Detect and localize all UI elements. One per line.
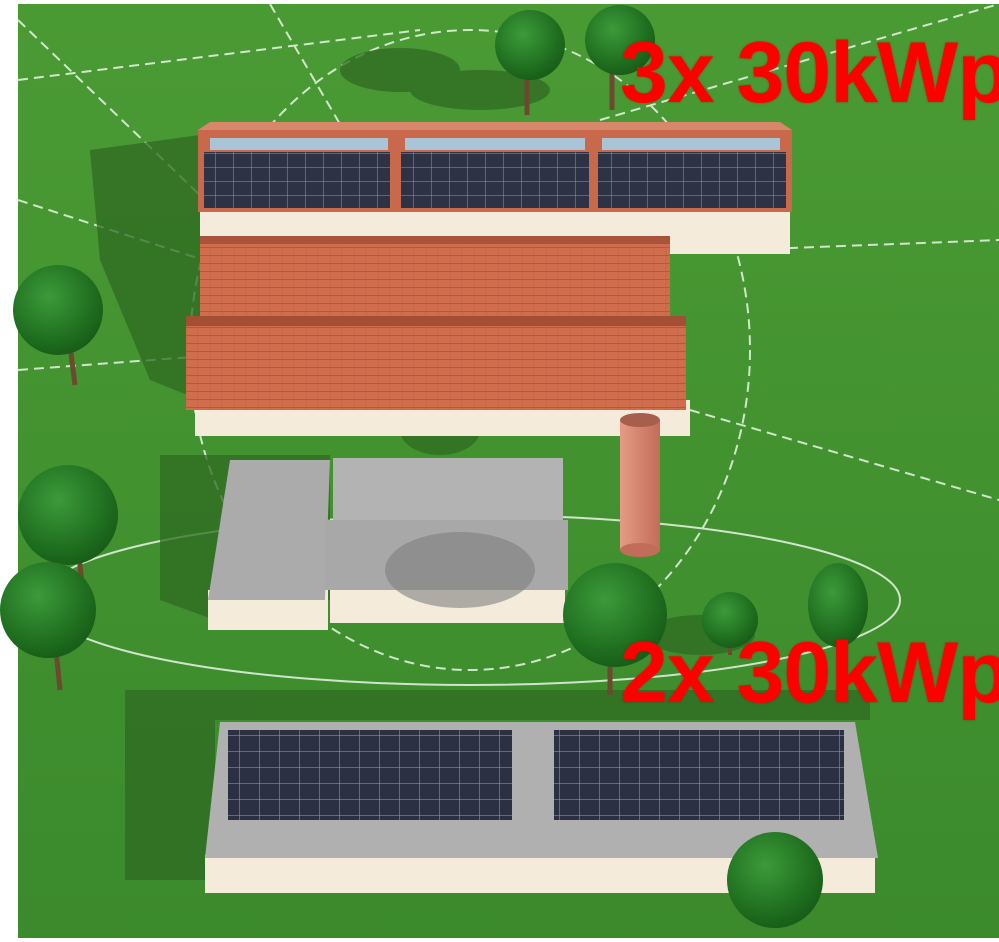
capacity-label-top: 3x 30kWp xyxy=(620,25,999,121)
building-concrete-roof xyxy=(208,458,568,630)
building-tile-roof xyxy=(186,236,690,436)
trees xyxy=(0,5,868,928)
capacity-label-bottom: 2x 30kWp xyxy=(620,625,999,721)
chimney xyxy=(620,413,660,557)
building-top-solar xyxy=(198,122,792,254)
